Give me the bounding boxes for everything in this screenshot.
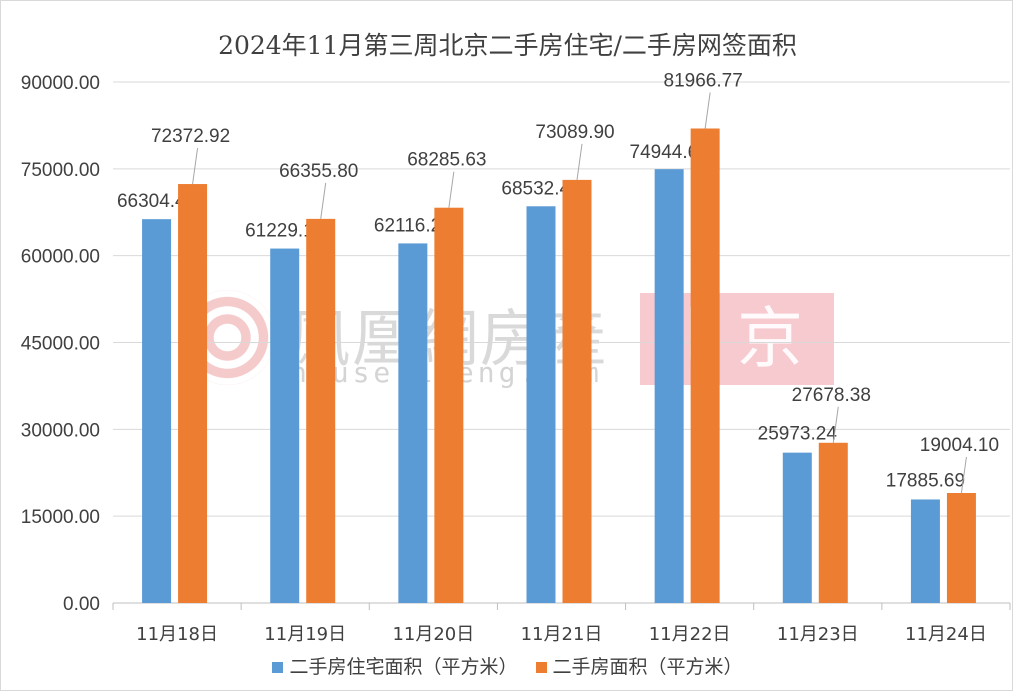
x-tick-label: 11月21日 <box>521 624 603 645</box>
y-tick-label: 0.00 <box>63 594 100 615</box>
bar-residential <box>526 206 556 603</box>
bar-residential <box>782 452 812 603</box>
legend-label-total: 二手房面积（平方米） <box>552 656 743 678</box>
bar-residential <box>270 248 300 603</box>
bar-total <box>690 128 720 603</box>
y-tick-label: 60000.00 <box>21 247 100 268</box>
x-tick-label: 11月20日 <box>392 624 474 645</box>
data-label-residential: 68532.45 <box>501 178 580 199</box>
data-label-total: 27678.38 <box>792 385 871 406</box>
chart-title: 2024年11月第三周北京二手房住宅/二手房网签面积 <box>218 31 797 60</box>
data-label-leader <box>576 143 583 180</box>
x-tick-label: 11月23日 <box>777 624 859 645</box>
bar-total <box>306 218 336 603</box>
x-tick-label: 11月18日 <box>136 624 218 645</box>
bar-total <box>562 179 592 603</box>
data-label-total: 81966.77 <box>664 71 743 92</box>
y-tick-label: 30000.00 <box>21 420 100 441</box>
data-label-total: 19004.10 <box>920 435 999 456</box>
data-label-residential: 25973.24 <box>758 424 838 445</box>
data-label-total: 73089.90 <box>535 122 614 143</box>
data-label-leader <box>960 456 967 494</box>
y-tick-label: 15000.00 <box>21 507 100 528</box>
data-label-residential: 62116.23 <box>374 215 452 236</box>
data-label-leader <box>320 182 327 219</box>
x-tick-label: 11月24日 <box>905 624 987 645</box>
bar-total <box>818 442 848 603</box>
y-tick-label: 90000.00 <box>21 73 100 94</box>
y-tick-label: 75000.00 <box>21 160 100 181</box>
x-tick-label: 11月19日 <box>264 624 346 645</box>
data-label-residential: 17885.69 <box>886 470 965 491</box>
bar-residential <box>142 219 172 604</box>
data-label-residential: 74944.66 <box>630 142 709 163</box>
data-label-total: 68285.63 <box>407 150 486 171</box>
data-label-total: 72372.92 <box>151 126 230 147</box>
legend-swatch-residential <box>272 662 284 673</box>
data-label-residential: 61229.13 <box>245 221 324 242</box>
bar-total <box>434 207 464 603</box>
bar-total <box>946 492 976 603</box>
bar-residential <box>654 169 684 603</box>
data-label-leader <box>704 92 711 129</box>
bar-total <box>178 184 208 604</box>
data-label-leader <box>192 147 199 185</box>
bar-residential <box>398 243 428 603</box>
data-label-leader <box>832 406 839 443</box>
legend-label-residential: 二手房住宅面积（平方米） <box>289 656 518 678</box>
legend-swatch-total <box>535 662 547 673</box>
bar-residential <box>910 499 940 603</box>
legend: 二手房住宅面积（平方米） 二手房面积（平方米） <box>0 652 1015 679</box>
data-label-leader <box>448 171 455 208</box>
data-label-total: 66355.80 <box>279 161 358 182</box>
y-tick-label: 45000.00 <box>21 334 100 355</box>
legend-item-residential: 二手房住宅面积（平方米） <box>272 652 517 679</box>
x-tick-label: 11月22日 <box>649 624 731 645</box>
data-label-residential: 66304.47 <box>117 191 196 212</box>
legend-item-total: 二手房面积（平方米） <box>535 652 743 679</box>
